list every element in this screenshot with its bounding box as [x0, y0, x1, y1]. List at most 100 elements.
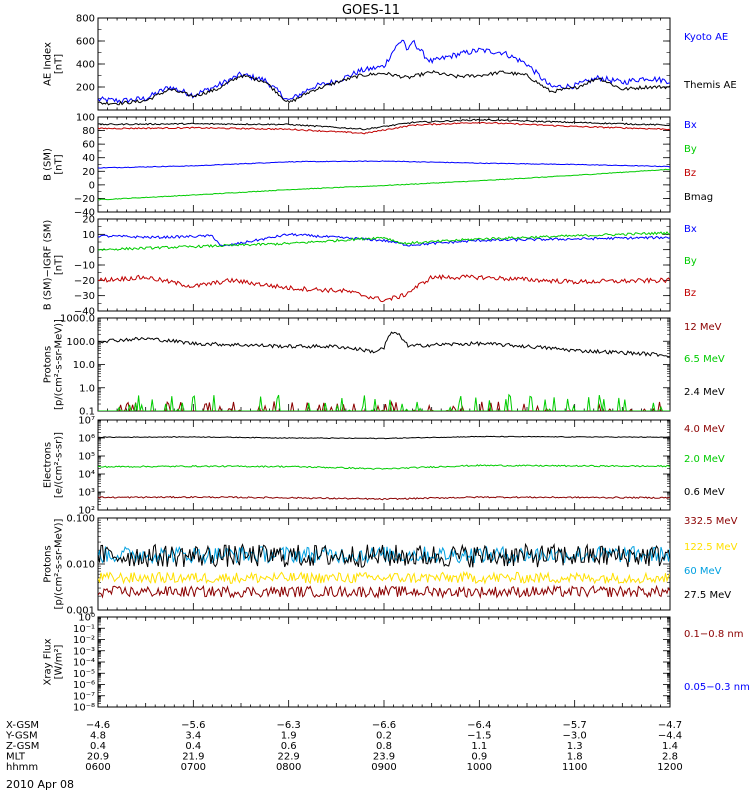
y-tick-label: 20: [82, 167, 95, 178]
panel-protons_high: 0.001 0.010 0.100 Protons [p/(cm²-s-sr-MeV)]…: [43, 514, 738, 617]
x-axis-value: −4.7: [658, 720, 682, 731]
series-line-protons_low-1: [98, 393, 670, 411]
legend-xray-0: 0.1−0.8 nm: [684, 629, 743, 640]
x-axis-value: 0.9: [471, 752, 487, 763]
legend-protons_high-0: 332.5 MeV: [684, 516, 738, 527]
y-tick-label: −20: [74, 194, 95, 205]
x-axis-value: 4.8: [90, 731, 106, 742]
y-tick-label: 40: [82, 153, 95, 164]
y-tick-label: 0: [89, 180, 95, 191]
x-axis-value: 1.3: [567, 741, 583, 752]
date-label: 2010 Apr 08: [6, 778, 74, 791]
x-axis-value: 21.9: [182, 752, 204, 763]
y-tick-label: 10⁻⁴: [73, 658, 95, 669]
series-line-protons_high-0: [98, 584, 670, 600]
x-axis-value: 0700: [181, 762, 206, 773]
y-tick-label: 10⁻²: [73, 635, 95, 646]
legend-protons_high-3: 27.5 MeV: [684, 590, 731, 601]
series-line-protons_high-3: [98, 542, 670, 568]
y-tick-label: 10⁻¹: [73, 624, 95, 635]
x-axis-value: 22.9: [278, 752, 300, 763]
y-tick-label: 10⁻⁵: [73, 669, 95, 680]
x-axis-row-label: X-GSM: [6, 720, 39, 731]
y-tick-label: 10⁻⁷: [73, 691, 95, 702]
x-axis-value: 3.4: [185, 731, 201, 742]
x-axis-value: 1.9: [281, 731, 297, 742]
x-axis-value: 2.8: [662, 752, 678, 763]
x-axis-value: −6.6: [372, 720, 396, 731]
panel-ae: 200 400 600 800 AE Index [nT] Kyoto AE Themis A…: [43, 14, 737, 111]
panel-bgsm: −40 −20 0 20 40 60 80 100 B (SM) [nT] Bx By Bz Bmag: [43, 113, 714, 219]
legend-protons_high-1: 122.5 MeV: [684, 542, 738, 553]
x-axis-value: −4.6: [86, 720, 110, 731]
y-tick-label: 10⁴: [78, 470, 95, 481]
y-tick-label: 400: [76, 60, 95, 71]
legend-bsmigrf-2: Bz: [684, 288, 696, 299]
legend-electrons-0: 4.0 MeV: [684, 424, 725, 435]
x-axis-value: −5.7: [563, 720, 587, 731]
legend-protons_high-2: 60 MeV: [684, 566, 722, 577]
legend-xray-1: 0.05−0.3 nm: [684, 682, 750, 693]
x-axis-value: −4.4: [658, 731, 682, 742]
y-tick-label: 10³: [78, 488, 95, 499]
series-line-protons_low-2: [98, 331, 670, 358]
y-axis-label: AE Index: [43, 42, 54, 86]
panel-frame: [97, 317, 671, 412]
y-axis-label: Protons: [43, 545, 54, 582]
series-line-protons_high-1: [98, 570, 670, 585]
x-axis-value: 1.4: [662, 741, 678, 752]
x-axis-value: −6.3: [277, 720, 301, 731]
y-tick-label: 20: [82, 215, 95, 226]
y-tick-label: −10: [74, 261, 95, 272]
y-axis-label: B (SM)−IGRF (SM): [43, 220, 54, 311]
x-axis-row-label: Z-GSM: [6, 741, 39, 752]
legend-protons_low-1: 6.5 MeV: [684, 354, 725, 365]
series-line-bgsm-0: [98, 160, 670, 169]
legend-protons_low-0: 12 MeV: [684, 322, 722, 333]
series-line-bgsm-1: [98, 168, 670, 201]
y-axis-label: Electrons: [43, 442, 54, 488]
x-axis-row-label: hhmm: [6, 762, 38, 773]
y-tick-label: 10⁻⁸: [73, 703, 95, 714]
legend-electrons-1: 2.0 MeV: [684, 454, 725, 465]
y-axis-label: [e/(cm²-s-sr)]: [54, 432, 65, 498]
y-axis-label: [nT]: [54, 255, 65, 275]
y-tick-label: 0.010: [66, 560, 95, 571]
x-axis-value: 1.1: [471, 741, 487, 752]
panel-protons_low: 0.1 1.0 10.0 100.0 1000.0 Protons [p/(cm²-s-sr…: [43, 314, 725, 418]
series-line-bsmigrf-1: [98, 231, 670, 251]
y-tick-label: 200: [76, 83, 95, 94]
y-tick-label: 10⁻⁶: [73, 680, 95, 691]
series-group: [98, 118, 670, 201]
legend-protons_low-2: 2.4 MeV: [684, 387, 725, 398]
series-line-electrons-1: [98, 464, 670, 470]
x-axis-value: 20.9: [87, 752, 109, 763]
y-tick-label: −40: [74, 208, 95, 219]
y-tick-label: 0: [89, 245, 95, 256]
x-axis-row-label: MLT: [6, 752, 26, 763]
series-group: [98, 39, 670, 106]
y-tick-label: 10: [82, 230, 95, 241]
x-axis-row-label: Y-GSM: [5, 731, 38, 742]
y-tick-label: 60: [82, 140, 95, 151]
x-axis-value: 0800: [276, 762, 301, 773]
y-axis-label: B (SM): [43, 148, 54, 181]
y-axis-label: [W/m²]: [54, 644, 65, 679]
y-tick-label: 100: [76, 113, 95, 124]
legend-bgsm-2: Bz: [684, 168, 696, 179]
y-tick-label: 10⁶: [78, 434, 95, 445]
y-tick-label: 0.100: [66, 514, 95, 525]
y-tick-label: 10²: [78, 506, 95, 517]
x-axis-value: 1100: [562, 762, 587, 773]
y-tick-label: 0.1: [79, 407, 95, 418]
y-tick-label: 10⁷: [78, 416, 95, 427]
y-tick-label: 10⁵: [78, 452, 95, 463]
panel-frame: [97, 17, 671, 111]
x-axis-value: 0900: [371, 762, 396, 773]
panel-frame: [97, 218, 671, 312]
legend-bgsm-1: By: [684, 144, 697, 155]
x-axis-value: −3.0: [563, 731, 587, 742]
panel-electrons: 10² 10³ 10⁴ 10⁵ 10⁶ 10⁷ Electrons [e/(cm²-s-sr)…: [43, 416, 725, 517]
legend-bgsm-3: Bmag: [684, 192, 713, 203]
series-line-bgsm-3: [98, 118, 670, 131]
